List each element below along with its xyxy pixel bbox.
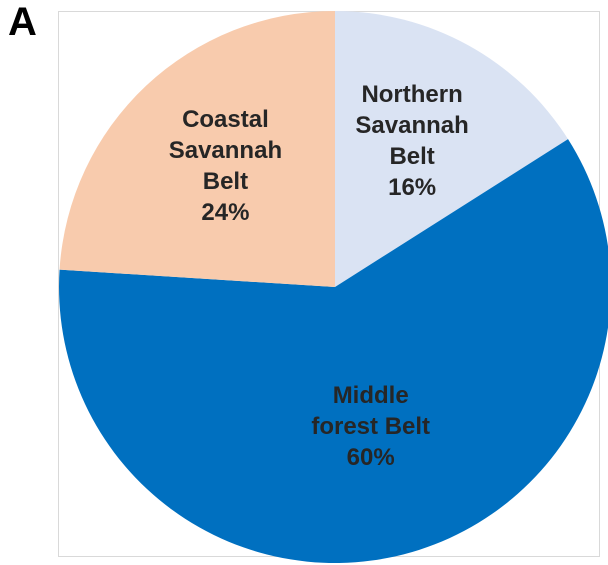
slice-percent: 16% <box>388 174 436 201</box>
slice-name-line: Middle <box>333 382 409 409</box>
slice-label-1: Middle forest Belt 60% <box>311 382 430 471</box>
slice-name-line: Belt <box>203 168 248 195</box>
pie-slice-0 <box>335 11 569 287</box>
slice-percent: 24% <box>201 199 249 226</box>
pie-slices <box>59 11 608 563</box>
pie-slice-1 <box>59 139 608 563</box>
slice-name-line: Savannah <box>169 137 282 164</box>
slice-label-0: Northern Savannah Belt 16% <box>355 81 468 201</box>
pie-slice-2 <box>59 11 336 287</box>
panel-label: A <box>8 0 37 44</box>
slice-name-line: Coastal <box>182 106 269 133</box>
slice-name-line: Northern <box>361 81 462 108</box>
slice-name-line: Belt <box>389 143 434 170</box>
slice-name-line: forest Belt <box>311 413 430 440</box>
slice-label-2: Coastal Savannah Belt 24% <box>169 106 282 226</box>
slice-name-line: Savannah <box>355 112 468 139</box>
slice-percent: 60% <box>347 444 395 471</box>
pie-labels: Northern Savannah Belt 16% Middle forest Belt… <box>169 81 469 471</box>
